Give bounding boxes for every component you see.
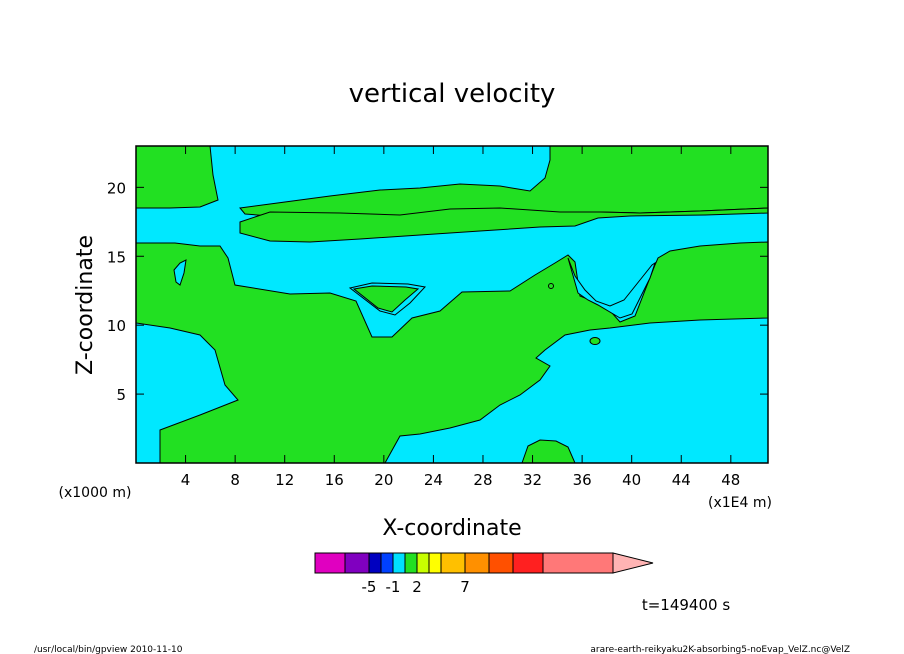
colorbar-swatch: [368, 552, 382, 574]
footer-left: /usr/local/bin/gpview 2010-11-10: [34, 645, 183, 654]
colorbar-swatch: [314, 552, 346, 574]
colorbar-swatch: [416, 552, 430, 574]
colorbar-swatch: [542, 552, 614, 574]
colorbar-label: -1: [386, 578, 401, 596]
colorbar-swatch: [464, 552, 490, 574]
x-tick-label: 24: [424, 471, 443, 489]
time-label: t=149400 s: [642, 596, 730, 614]
positive-region-inset: [352, 285, 420, 313]
colorbar-swatch: [512, 552, 544, 574]
x-tick-label: 28: [473, 471, 492, 489]
x-tick-label: 36: [573, 471, 592, 489]
colorbar-swatch: [380, 552, 394, 574]
x-tick-label: 48: [721, 471, 740, 489]
negative-region-right-wedge: [567, 257, 656, 319]
x-tick-label: 40: [622, 471, 641, 489]
colorbar-label: 2: [412, 578, 422, 596]
colorbar-label: -5: [362, 578, 377, 596]
x-tick-label: 44: [672, 471, 691, 489]
x-tick-marks: 4 8 12 16 20 24 28 32 36 40 44 48: [181, 146, 740, 489]
colorbar-swatch: [404, 552, 418, 574]
colorbar-swatch: [428, 552, 442, 574]
colorbar-arrow: [612, 552, 654, 574]
colorbar-swatch: [440, 552, 466, 574]
x-tick-label: 16: [325, 471, 344, 489]
y-tick-label: 5: [116, 386, 126, 404]
colorbar-label: 7: [460, 578, 470, 596]
x-tick-label: 4: [181, 471, 191, 489]
positive-dot: [589, 337, 601, 345]
x-tick-label: 20: [374, 471, 393, 489]
negative-region-left-notch: [173, 259, 187, 286]
plot-frame: [135, 145, 769, 464]
chart-title: vertical velocity: [349, 79, 556, 109]
footer-right: arare-earth-reikyaku2K-absorbing5-noEvap…: [590, 645, 850, 654]
colorbar-swatch: [488, 552, 514, 574]
positive-region-top-band: [135, 145, 219, 209]
positive-region-upper-band: [239, 207, 769, 243]
y-scale-label: (x1000 m): [59, 485, 132, 501]
colorbar: -5 -1 2 7: [314, 552, 654, 596]
colorbar-swatch: [392, 552, 406, 574]
y-tick-label: 15: [107, 248, 126, 266]
positive-dot-small: [548, 283, 554, 289]
x-tick-label: 8: [230, 471, 240, 489]
y-tick-label: 20: [107, 179, 126, 197]
colorbar-swatch: [344, 552, 370, 574]
x-scale-label: (x1E4 m): [708, 495, 772, 511]
y-tick-marks: 5 10 15 20: [107, 179, 768, 404]
x-tick-label: 32: [523, 471, 542, 489]
x-axis-label: X-coordinate: [382, 516, 521, 541]
y-axis-label: Z-coordinate: [73, 235, 98, 375]
x-tick-label: 12: [275, 471, 294, 489]
y-tick-label: 10: [107, 317, 126, 335]
